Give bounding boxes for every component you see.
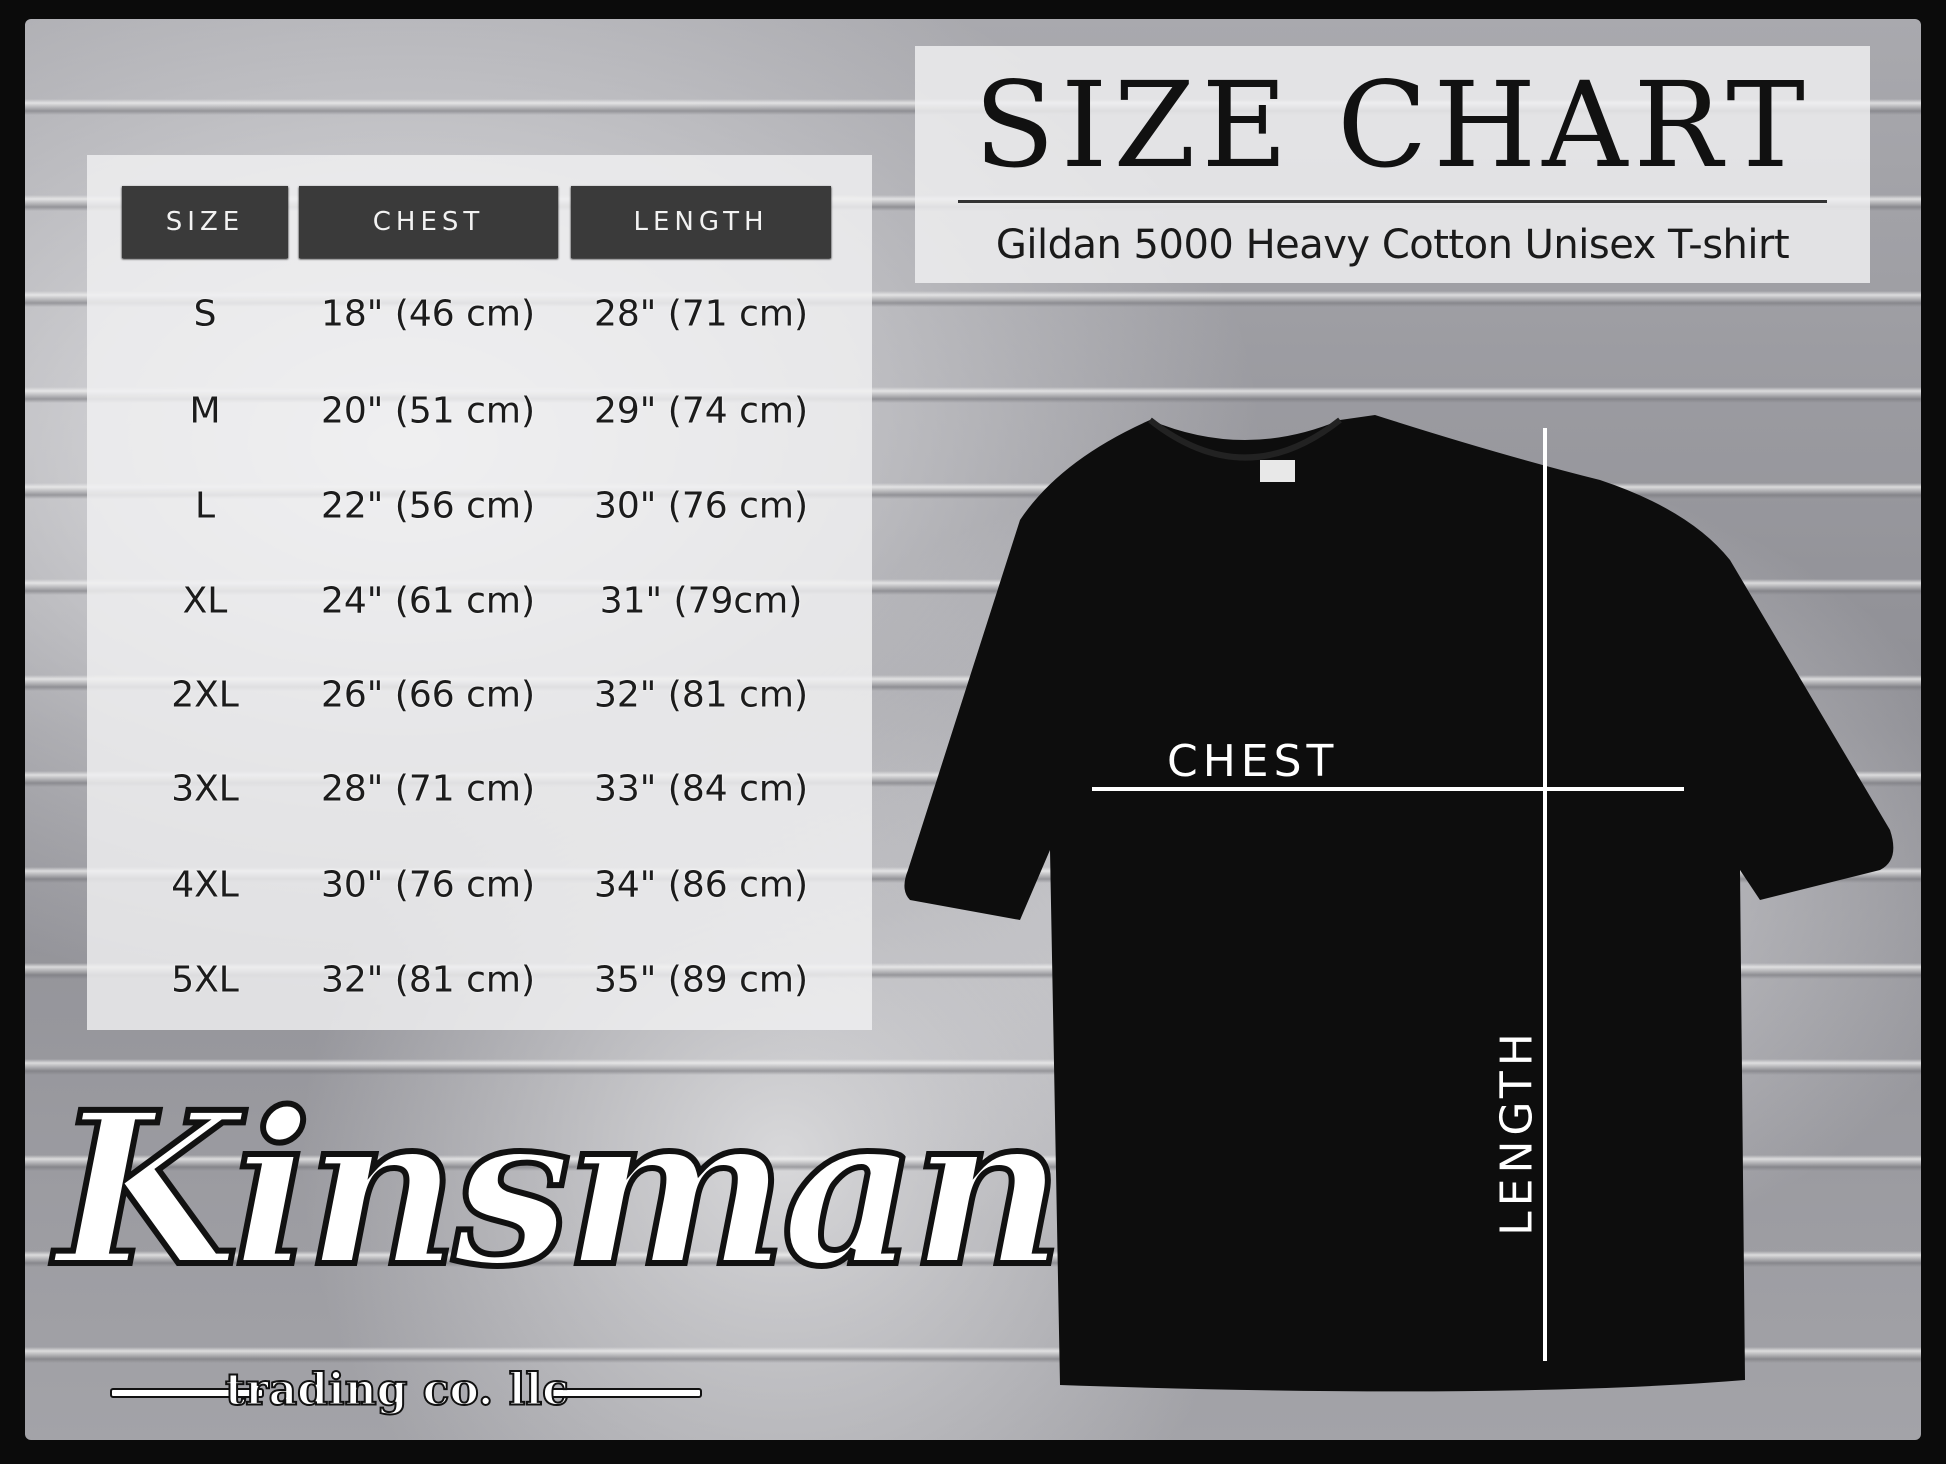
column-header-chest: CHEST	[299, 186, 558, 258]
title-divider	[958, 200, 1827, 203]
table-cell-length: 34" (86 cm)	[593, 864, 809, 906]
logo-ornament-right	[548, 1388, 702, 1398]
table-cell-chest: 24" (61 cm)	[320, 580, 536, 622]
table-cell-chest: 32" (81 cm)	[320, 959, 536, 1001]
table-cell-chest: 26" (66 cm)	[320, 674, 536, 716]
tshirt-shape	[904, 415, 1894, 1392]
length-label: LENGTH	[1491, 1028, 1543, 1236]
table-cell-length: 31" (79cm)	[599, 580, 803, 622]
table-cell-length: 32" (81 cm)	[593, 674, 809, 716]
tshirt-tag	[1260, 460, 1295, 482]
table-cell-size: 5XL	[171, 959, 239, 1001]
product-subtitle: Gildan 5000 Heavy Cotton Unisex T-shirt	[995, 222, 1790, 268]
table-cell-size: S	[193, 293, 217, 335]
table-cell-chest: 22" (56 cm)	[320, 485, 536, 527]
table-cell-size: 3XL	[171, 768, 239, 810]
table-cell-size: L	[194, 485, 216, 527]
tshirt-illustration	[904, 415, 1894, 1392]
table-cell-length: 29" (74 cm)	[593, 390, 809, 432]
table-cell-size: 4XL	[171, 864, 239, 906]
table-cell-chest: 20" (51 cm)	[320, 390, 536, 432]
brand-tagline: trading co. llc	[224, 1364, 570, 1417]
table-cell-length: 33" (84 cm)	[593, 768, 809, 810]
column-header-size: SIZE	[122, 186, 288, 258]
column-header-length: LENGTH	[571, 186, 831, 258]
table-cell-length: 28" (71 cm)	[593, 293, 809, 335]
table-cell-chest: 30" (76 cm)	[320, 864, 536, 906]
table-cell-size: 2XL	[171, 674, 239, 716]
title-panel	[915, 46, 1870, 283]
table-cell-size: M	[189, 390, 221, 432]
table-cell-size: XL	[182, 580, 228, 622]
table-cell-length: 35" (89 cm)	[593, 959, 809, 1001]
chest-label: CHEST	[1167, 736, 1339, 787]
logo-ornament-left	[110, 1388, 264, 1398]
table-cell-chest: 18" (46 cm)	[320, 293, 536, 335]
brand-logo: Kinsman	[53, 1063, 1067, 1316]
table-cell-length: 30" (76 cm)	[593, 485, 809, 527]
length-measure-line	[1543, 428, 1547, 1361]
chest-measure-line	[1092, 787, 1684, 791]
table-cell-chest: 28" (71 cm)	[320, 768, 536, 810]
page-title: SIZE CHART	[974, 56, 1811, 194]
size-table-panel	[87, 155, 872, 1030]
